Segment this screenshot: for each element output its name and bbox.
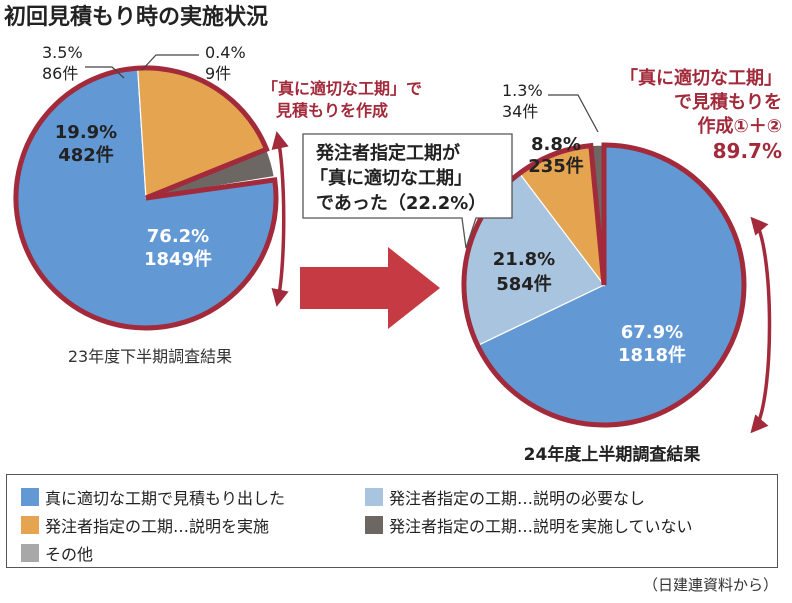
label-24h1-nodoc-pct: 1.3% [502, 81, 543, 100]
label-23h2-blue-pct: 76.2% [147, 226, 209, 247]
label-24h1-nodoc-cnt: 34件 [502, 102, 538, 121]
callout-right-line1: 「真に適切な工期」 [620, 67, 782, 89]
legend-item: 真に適切な工期で見積もり出した [21, 485, 285, 509]
label-23h2-orange-cnt: 482件 [58, 144, 114, 166]
callout-box-line2: 「真に適切な工期」 [310, 167, 472, 189]
label-23h2-misc-pct: 0.4% [205, 43, 246, 62]
callout-right-line3: 作成①＋② [698, 115, 782, 137]
legend-label: 発注者指定の工期…説明を実施していない [389, 517, 693, 536]
right-span-arrow [750, 216, 772, 434]
legend-swatch [21, 516, 39, 534]
callout-right-line4: 89.7% [713, 139, 782, 163]
transition-arrow [300, 247, 440, 329]
pie-23h2 [13, 65, 279, 331]
label-23h2-orange-pct: 19.9% [55, 122, 117, 143]
legend-swatch [365, 516, 383, 534]
leader-3-5 [85, 66, 125, 79]
legend-label: 発注者指定の工期…説明の必要なし [389, 489, 646, 508]
pie-24h1 [461, 142, 747, 428]
callout-right-line2: で見積もりを [674, 91, 782, 113]
label-24h1-light-pct: 21.8% [493, 249, 555, 270]
label-24h1-blue-pct: 67.9% [621, 322, 683, 343]
label-23h2-other-pct: 3.5% [42, 43, 83, 62]
label-23h2-blue-cnt: 1849件 [144, 248, 212, 270]
left-span-arrow [271, 131, 289, 307]
legend-swatch [21, 488, 39, 506]
label-24h1-blue-cnt: 1818件 [618, 344, 686, 366]
callout-box-line3: であった（22.2%） [316, 193, 486, 214]
legend-swatch [21, 544, 39, 562]
legend: 真に適切な工期で見積もり出した 発注者指定の工期…説明の必要なし 発注者指定の工… [6, 474, 778, 568]
label-24h1-orange-pct: 8.8% [531, 134, 581, 155]
legend-label: 発注者指定の工期…説明を実施 [45, 517, 270, 536]
label-23h2-other-cnt: 86件 [42, 64, 78, 83]
callout-box [302, 133, 513, 249]
legend-item: 発注者指定の工期…説明を実施 [21, 513, 269, 537]
leader-0-4 [141, 54, 199, 71]
legend-item: その他 [21, 541, 93, 565]
callout-box-line1: 発注者指定工期が [315, 142, 460, 164]
legend-label: 真に適切な工期で見積もり出した [45, 489, 286, 508]
legend-swatch [365, 488, 383, 506]
pie-24h1-title: 24年度上半期調査結果 [524, 444, 701, 465]
chart-title: 初回見積もり時の実施状況 [4, 4, 268, 30]
callout-left-line2: 見積もりを作成 [275, 101, 388, 120]
label-24h1-orange-cnt: 235件 [528, 155, 584, 177]
leftPie-highlight-outline [13, 65, 279, 331]
source-note: （日建連資料から） [642, 576, 778, 594]
label-23h2-misc-cnt: 9件 [205, 64, 231, 83]
legend-label: その他 [45, 545, 94, 564]
legend-item: 発注者指定の工期…説明の必要なし [365, 485, 645, 509]
leader-1-3 [548, 94, 599, 133]
legend-item: 発注者指定の工期…説明を実施していない [365, 513, 693, 537]
pie-23h2-title: 23年度下半期調査結果 [68, 347, 232, 366]
label-24h1-light-cnt: 584件 [496, 273, 552, 295]
callout-left-line1: 「真に適切な工期」で [262, 79, 422, 98]
